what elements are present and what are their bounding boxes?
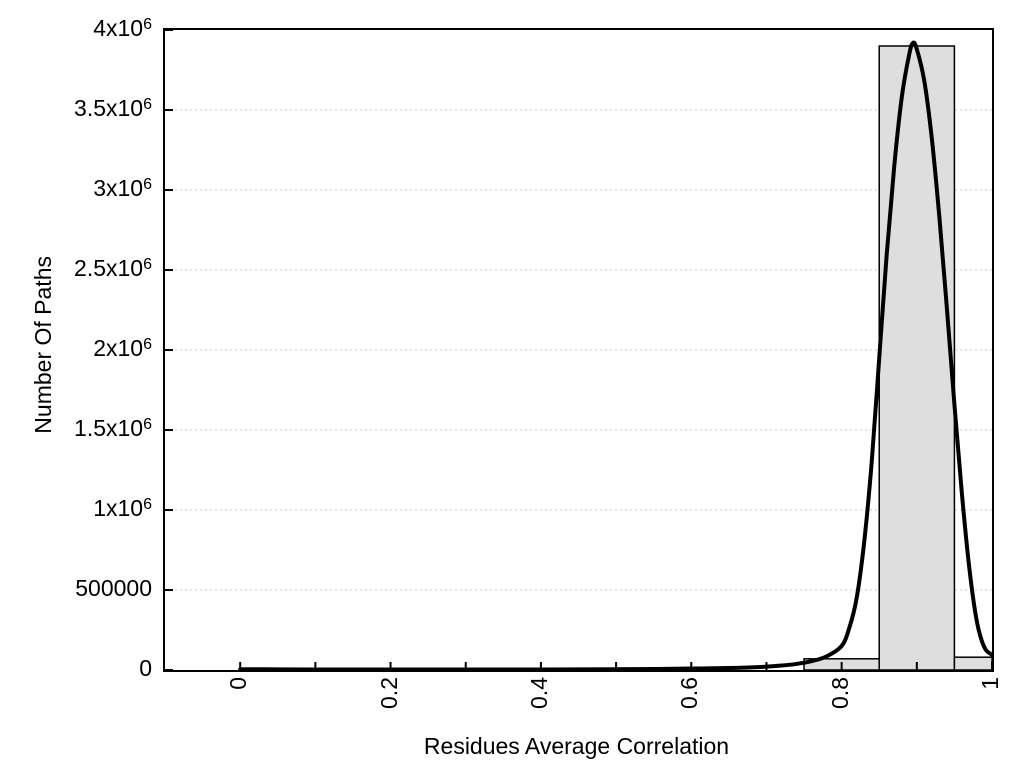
y-tick-label: 1.5x106	[74, 415, 152, 441]
x-tick-label: 0.4	[525, 677, 552, 709]
y-tick-label: 2.5x106	[74, 255, 152, 281]
y-tick-label: 3.5x106	[74, 95, 152, 121]
density-curve	[238, 40, 992, 670]
y-tick-label: 3x106	[93, 175, 152, 201]
y-tick-label: 2x106	[93, 335, 152, 361]
y-axis-title: Number Of Paths	[30, 256, 56, 434]
y-tick-label: 1x106	[93, 495, 152, 521]
plot-canvas	[165, 30, 992, 670]
y-tick-label: 0	[139, 655, 152, 681]
histogram-bar	[878, 45, 956, 670]
x-tick-label: 0.8	[826, 677, 853, 709]
y-tick-label: 500000	[75, 575, 152, 601]
histogram-bar	[953, 656, 992, 670]
x-tick-label: 0.2	[375, 677, 402, 709]
plot-area	[163, 28, 994, 672]
x-tick-label: 0	[225, 677, 252, 690]
y-tick-label: 4x106	[93, 15, 152, 41]
x-axis-title: Residues Average Correlation	[423, 733, 730, 759]
x-tick-label: 0.6	[676, 677, 703, 709]
x-tick-label: 1	[977, 677, 1003, 690]
